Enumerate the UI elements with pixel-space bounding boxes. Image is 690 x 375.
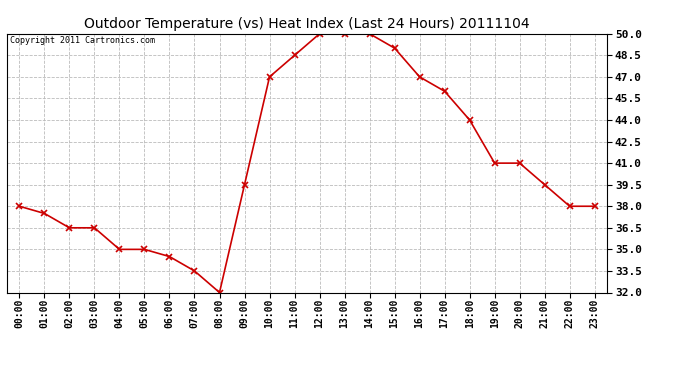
Text: Copyright 2011 Cartronics.com: Copyright 2011 Cartronics.com bbox=[10, 36, 155, 45]
Title: Outdoor Temperature (vs) Heat Index (Last 24 Hours) 20111104: Outdoor Temperature (vs) Heat Index (Las… bbox=[84, 17, 530, 31]
